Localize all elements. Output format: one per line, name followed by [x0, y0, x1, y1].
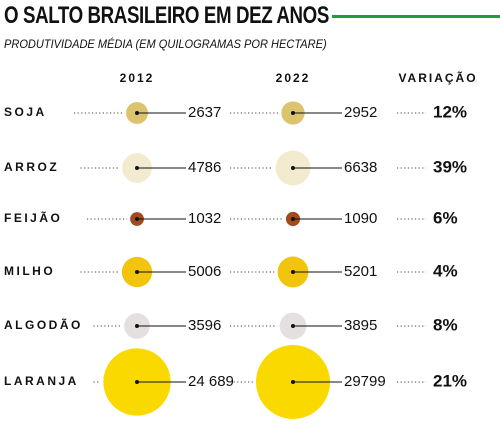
chart-title: O SALTO BRASILEIRO EM DEZ ANOS: [4, 2, 329, 29]
crop-label-arroz: ARROZ: [4, 160, 59, 174]
variation-milho: 4%: [433, 261, 458, 280]
crop-label-feijão: FEIJÃO: [4, 210, 62, 225]
column-header-variacao: VARIAÇÃO: [398, 71, 478, 85]
crop-label-laranja: LARANJA: [4, 374, 79, 388]
value-2012-arroz: 4786: [188, 159, 221, 176]
value-2022-arroz: 6638: [344, 159, 377, 176]
value-2012-algodão: 3596: [188, 317, 221, 334]
chart-subtitle: PRODUTIVIDADE MÉDIA (EM QUILOGRAMAS POR …: [4, 37, 327, 51]
variation-algodão: 8%: [433, 315, 458, 334]
column-header-2022: 2022: [275, 71, 311, 85]
value-2022-algodão: 3895: [344, 317, 377, 334]
variation-feijão: 6%: [433, 208, 458, 227]
value-2012-feijão: 1032: [188, 210, 221, 227]
value-2012-laranja: 24 689: [188, 373, 234, 390]
crop-label-milho: MILHO: [4, 264, 55, 278]
variation-laranja: 21%: [433, 371, 467, 390]
variation-arroz: 39%: [433, 157, 467, 176]
variation-soja: 12%: [433, 102, 467, 121]
column-header-2012: 2012: [119, 71, 155, 85]
crop-label-algodão: ALGODÃO: [4, 317, 83, 332]
value-2022-soja: 2952: [344, 104, 377, 121]
value-2012-milho: 5006: [188, 263, 221, 280]
value-2022-laranja: 29799: [344, 373, 386, 390]
title-accent-line: [332, 15, 500, 18]
value-2012-soja: 2637: [188, 104, 221, 121]
value-2022-feijão: 1090: [344, 210, 377, 227]
value-2022-milho: 5201: [344, 263, 377, 280]
crop-label-soja: SOJA: [4, 105, 47, 119]
